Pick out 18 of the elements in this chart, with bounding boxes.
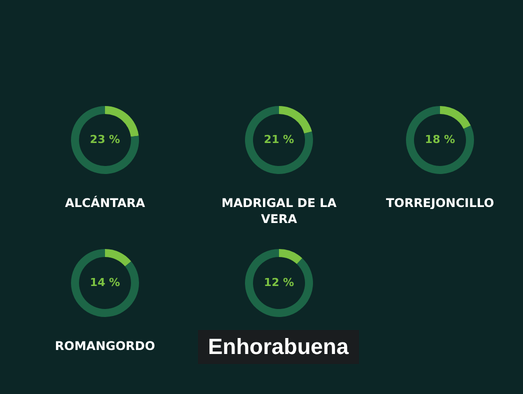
donut-slice bbox=[279, 249, 302, 264]
data-label: 23 % bbox=[90, 133, 120, 146]
data-label: 12 % bbox=[264, 276, 294, 289]
text: Enhorabuena bbox=[198, 330, 359, 364]
text: ALCÁNTARA bbox=[64, 195, 146, 210]
donut-slice bbox=[406, 106, 474, 174]
donut-slice bbox=[279, 106, 312, 134]
data-label: 18 % bbox=[424, 133, 456, 146]
donut-slice bbox=[105, 249, 132, 266]
donut-slice bbox=[71, 106, 139, 174]
donut-slice bbox=[440, 106, 471, 129]
donut-slice bbox=[245, 249, 313, 317]
text: MADRIGAL DE LA VERA bbox=[221, 196, 338, 226]
data-label: 14 % bbox=[90, 276, 120, 289]
data-label: 21 % bbox=[264, 133, 294, 146]
donut-slice bbox=[245, 106, 313, 174]
donut-slice bbox=[71, 249, 139, 317]
text: ROMANGORDO bbox=[54, 339, 156, 353]
